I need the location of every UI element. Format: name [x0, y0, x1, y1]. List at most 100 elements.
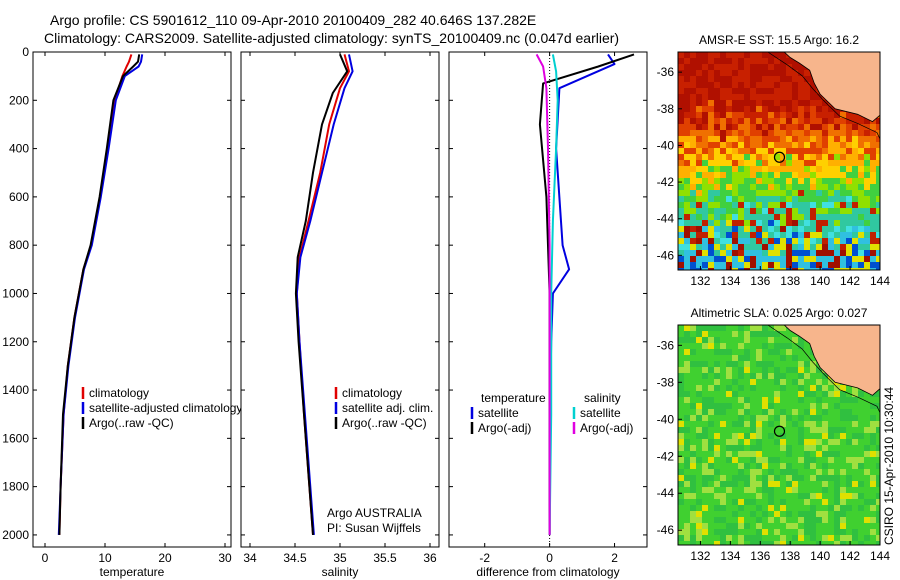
sst-map-pixel [678, 268, 684, 270]
sla-map-pixel [762, 427, 768, 433]
sla-map-pixel [870, 469, 876, 475]
sla-map-pixel [732, 457, 738, 463]
sst-map-pixel [726, 100, 732, 106]
sla-map-pixel [774, 349, 780, 355]
sst-map-pixel [726, 130, 732, 136]
sla-map-pixel [840, 487, 846, 493]
sst-map-pixel [714, 112, 720, 118]
sla-map-pixel [756, 337, 762, 343]
sla-map-pixel [876, 487, 880, 493]
sst-map-pixel [774, 100, 780, 106]
depth-tick-label: 1400 [2, 383, 29, 397]
sla-map-pixel [798, 505, 804, 511]
sst-map-pixel [744, 244, 750, 250]
sst-map-pixel [822, 166, 828, 172]
sst-map-pixel [780, 124, 786, 130]
sla-map-pixel [708, 493, 714, 499]
sla-map-pixel [828, 535, 834, 541]
sst-map-pixel [696, 244, 702, 250]
sst-map-pixel [780, 82, 786, 88]
sst-map-pixel [738, 112, 744, 118]
sst-map-pixel [702, 220, 708, 226]
sla-map-pixel [852, 439, 858, 445]
sla-map-pixel [696, 349, 702, 355]
sst-map-pixel [756, 238, 762, 244]
sla-map-pixel [756, 535, 762, 541]
sla-map-pixel [750, 355, 756, 361]
sst-map-pixel [696, 178, 702, 184]
difference-xlabel: difference from climatology [476, 565, 619, 579]
sla-map-pixel [678, 415, 684, 421]
sst-map-pixel [756, 244, 762, 250]
sst-map-pixel [726, 166, 732, 172]
sla-map-pixel [864, 463, 870, 469]
sla-map-pixel [738, 511, 744, 517]
sla-map-pixel [768, 487, 774, 493]
sst-map-pixel [786, 172, 792, 178]
sst-map-pixel [720, 226, 726, 232]
sst-map-pixel [756, 124, 762, 130]
sst-map-pixel [852, 244, 858, 250]
sla-map-pixel [786, 535, 792, 541]
sla-map-pixel [732, 469, 738, 475]
sst-map-pixel [774, 268, 780, 270]
sla-map-pixel [792, 511, 798, 517]
depth-tick-label: 400 [9, 142, 29, 156]
sla-map-pixel [780, 517, 786, 523]
difference-legend-label: Argo(-adj) [580, 421, 633, 435]
sla-map-pixel [768, 337, 774, 343]
sla-map-pixel [714, 349, 720, 355]
sst-map-pixel [852, 196, 858, 202]
sla-map-pixel [822, 427, 828, 433]
sla-map-pixel [714, 403, 720, 409]
sst-map-pixel [864, 250, 870, 256]
sla-map-pixel [828, 415, 834, 421]
sst-map-pixel [732, 238, 738, 244]
sla-map-pixel [876, 517, 880, 523]
sla-map-pixel [870, 493, 876, 499]
sst-map-pixel [684, 148, 690, 154]
sla-map-pixel [792, 463, 798, 469]
sst-map-pixel [762, 226, 768, 232]
sla-map-pixel [744, 409, 750, 415]
sla-map-pixel [720, 349, 726, 355]
sst-map-pixel [690, 148, 696, 154]
sla-map-pixel [804, 511, 810, 517]
depth-tick-label: 1800 [2, 480, 29, 494]
sla-map-pixel [876, 391, 880, 397]
sla-map-pixel [834, 403, 840, 409]
sla-map-pixel [750, 487, 756, 493]
sst-map-pixel [726, 58, 732, 64]
sla-map-pixel [678, 535, 684, 541]
sla-map-pixel [714, 421, 720, 427]
sla-map-pixel [810, 439, 816, 445]
sla-map-pixel [714, 337, 720, 343]
sst-map-pixel [834, 190, 840, 196]
sst-map-pixel [840, 238, 846, 244]
sla-map-pixel [846, 433, 852, 439]
sla-map-pixel [768, 409, 774, 415]
sst-map-pixel [798, 112, 804, 118]
sla-map-pixel [744, 529, 750, 535]
sst-map-pixel [846, 250, 852, 256]
sla-map-pixel [768, 469, 774, 475]
sla-map-pixel [756, 481, 762, 487]
sst-map-pixel [852, 154, 858, 160]
sst-map-pixel [714, 196, 720, 202]
sst-map-pixel [702, 232, 708, 238]
sla-map-pixel [846, 397, 852, 403]
sla-map-pixel [762, 409, 768, 415]
sst-map-pixel [870, 172, 876, 178]
sst-map-pixel [816, 148, 822, 154]
sst-map-pixel [804, 196, 810, 202]
sst-map-pixel [684, 238, 690, 244]
sla-map-pixel [750, 529, 756, 535]
sla-map-pixel [798, 343, 804, 349]
sst-map-pixel [750, 208, 756, 214]
sst-map-pixel [804, 136, 810, 142]
sst-map-pixel [678, 214, 684, 220]
sst-map-pixel [738, 142, 744, 148]
figure-title-line1: Argo profile: CS 5901612_110 09-Apr-2010… [50, 12, 536, 28]
sla-map-pixel [798, 409, 804, 415]
sla-map-pixel [750, 415, 756, 421]
